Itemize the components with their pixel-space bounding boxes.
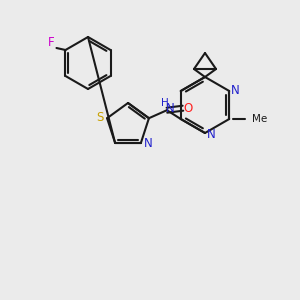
Text: N: N [231,83,240,97]
Text: S: S [96,111,104,124]
Text: N: N [166,102,174,115]
Text: N: N [207,128,215,140]
Text: N: N [144,137,152,150]
Text: H: H [161,98,169,108]
Text: F: F [48,37,55,50]
Text: Me: Me [252,114,268,124]
Text: O: O [183,102,193,115]
